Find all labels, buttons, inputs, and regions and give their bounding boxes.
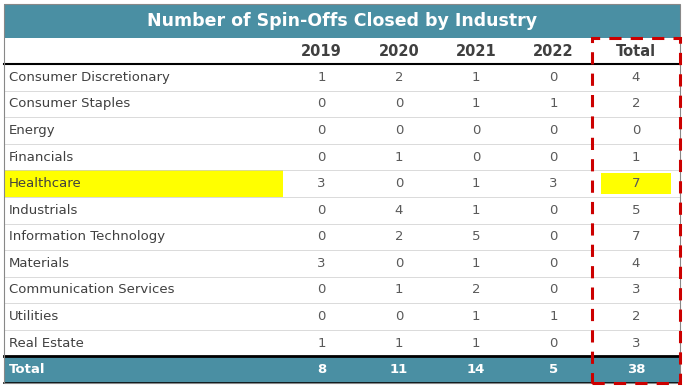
Text: Communication Services: Communication Services <box>9 283 174 296</box>
Text: 1: 1 <box>549 98 557 110</box>
Text: 11: 11 <box>390 363 408 376</box>
Text: 1: 1 <box>472 204 480 217</box>
Text: 0: 0 <box>549 257 557 270</box>
Text: 14: 14 <box>467 363 486 376</box>
Text: Utilities: Utilities <box>9 310 60 323</box>
Text: 1: 1 <box>472 257 480 270</box>
Text: 1: 1 <box>472 177 480 190</box>
Bar <box>4 303 680 330</box>
Text: Consumer Staples: Consumer Staples <box>9 98 130 110</box>
Text: 7: 7 <box>632 177 640 190</box>
Text: 3: 3 <box>632 337 640 349</box>
Text: 0: 0 <box>395 124 403 137</box>
Text: 0: 0 <box>395 177 403 190</box>
Text: Energy: Energy <box>9 124 55 137</box>
Text: 2: 2 <box>395 71 403 84</box>
Bar <box>4 250 680 277</box>
Text: 1: 1 <box>472 337 480 349</box>
Bar <box>4 64 680 91</box>
Text: 2021: 2021 <box>456 43 497 58</box>
Text: Industrials: Industrials <box>9 204 79 217</box>
Text: 1: 1 <box>395 283 403 296</box>
Text: 0: 0 <box>549 151 557 164</box>
Text: 0: 0 <box>317 310 326 323</box>
Bar <box>4 144 680 170</box>
Text: 0: 0 <box>632 124 640 137</box>
Text: 0: 0 <box>317 124 326 137</box>
Text: 0: 0 <box>317 151 326 164</box>
Text: 0: 0 <box>395 98 403 110</box>
Text: 1: 1 <box>632 151 640 164</box>
Bar <box>4 224 680 250</box>
Text: 4: 4 <box>632 71 640 84</box>
Text: 5: 5 <box>632 204 640 217</box>
Text: Total: Total <box>9 363 46 376</box>
Text: 5: 5 <box>549 363 558 376</box>
Text: 1: 1 <box>472 310 480 323</box>
Bar <box>4 277 680 303</box>
Text: 0: 0 <box>472 151 480 164</box>
Text: 0: 0 <box>395 310 403 323</box>
Text: 0: 0 <box>317 230 326 243</box>
Text: 8: 8 <box>317 363 326 376</box>
Bar <box>4 117 680 144</box>
Text: 7: 7 <box>632 230 640 243</box>
Text: 2: 2 <box>472 283 480 296</box>
Bar <box>4 38 680 64</box>
Text: 1: 1 <box>472 71 480 84</box>
Text: 0: 0 <box>395 257 403 270</box>
Text: 2019: 2019 <box>301 43 342 58</box>
Text: Consumer Discretionary: Consumer Discretionary <box>9 71 170 84</box>
Text: 2020: 2020 <box>378 43 419 58</box>
Text: 0: 0 <box>317 204 326 217</box>
Bar <box>4 170 283 197</box>
Text: 2: 2 <box>632 310 640 323</box>
Text: Financials: Financials <box>9 151 75 164</box>
Text: 0: 0 <box>317 98 326 110</box>
Text: Healthcare: Healthcare <box>9 177 82 190</box>
Text: 3: 3 <box>549 177 557 190</box>
Text: 0: 0 <box>549 204 557 217</box>
Bar <box>4 330 680 356</box>
Text: Materials: Materials <box>9 257 70 270</box>
Bar <box>601 173 671 194</box>
Text: 2: 2 <box>395 230 403 243</box>
Text: 0: 0 <box>549 283 557 296</box>
Text: 3: 3 <box>317 177 326 190</box>
Text: 0: 0 <box>549 71 557 84</box>
Bar <box>4 4 680 38</box>
Text: Total: Total <box>616 43 656 58</box>
Text: 2: 2 <box>632 98 640 110</box>
Text: 2022: 2022 <box>533 43 574 58</box>
Text: 3: 3 <box>632 283 640 296</box>
Text: Number of Spin-Offs Closed by Industry: Number of Spin-Offs Closed by Industry <box>147 12 537 30</box>
Text: 5: 5 <box>472 230 480 243</box>
Text: 1: 1 <box>549 310 557 323</box>
Text: 0: 0 <box>317 283 326 296</box>
Text: 38: 38 <box>627 363 645 376</box>
Bar <box>592 38 680 383</box>
Text: 4: 4 <box>395 204 403 217</box>
Text: Information Technology: Information Technology <box>9 230 165 243</box>
Text: 1: 1 <box>472 98 480 110</box>
Text: 1: 1 <box>395 151 403 164</box>
Bar <box>4 170 680 197</box>
Text: 1: 1 <box>317 337 326 349</box>
Text: 1: 1 <box>317 71 326 84</box>
Bar <box>4 197 680 224</box>
Bar <box>4 91 680 117</box>
Bar <box>4 356 680 383</box>
Text: 4: 4 <box>632 257 640 270</box>
Text: 0: 0 <box>549 124 557 137</box>
Text: 0: 0 <box>549 337 557 349</box>
Text: 3: 3 <box>317 257 326 270</box>
Text: 0: 0 <box>472 124 480 137</box>
Text: 1: 1 <box>395 337 403 349</box>
Text: 0: 0 <box>549 230 557 243</box>
Text: Real Estate: Real Estate <box>9 337 84 349</box>
